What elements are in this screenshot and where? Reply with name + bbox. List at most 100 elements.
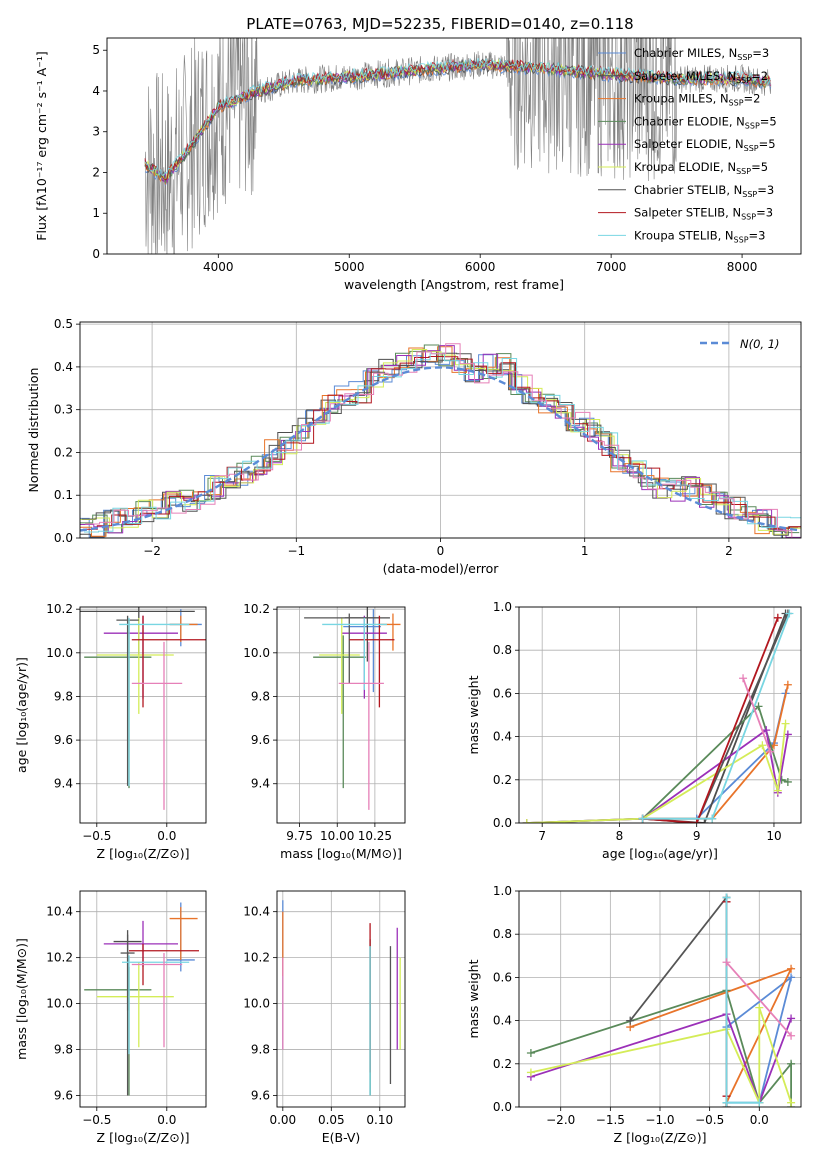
x-axis-label: Z [log₁₀(Z/Z⊙)] — [614, 1130, 707, 1145]
x-tick-label: 6000 — [465, 260, 496, 274]
mass_vs_ebv-panel: 0.00 0.05 0.10 9.6 9.8 10.0 10.2 10.4 E(B-V) — [243, 890, 406, 1145]
plus-marker — [626, 1016, 635, 1025]
legend-label: Kroupa ELODIE, NSSP=5 — [634, 160, 768, 176]
axes-frame — [276, 606, 406, 824]
legend-tail: =3 — [757, 183, 774, 197]
plus-marker — [766, 747, 775, 756]
x-axis-label: (data-model)/error — [383, 561, 500, 576]
plus-marker — [783, 730, 792, 739]
spectrum-panel: 4000 5000 6000 7000 8000 0 1 2 3 4 5 wavelength [An… — [34, 37, 802, 292]
plus-marker — [739, 674, 748, 683]
x-tick-label: 0.10 — [366, 1113, 393, 1127]
x-axis-label: age [log₁₀(age/yr)] — [602, 846, 718, 861]
plus-marker — [526, 1068, 535, 1077]
y-tick-label: 5 — [92, 43, 100, 57]
legend-tail: =2 — [751, 69, 768, 83]
y-tick-label: 10.0 — [243, 646, 270, 660]
plus-marker — [785, 609, 794, 618]
y-tick-label: 9.6 — [251, 733, 270, 747]
axes-frame — [79, 321, 802, 539]
y-tick-label: 0.1 — [54, 488, 73, 502]
plus-marker — [692, 819, 701, 823]
y-tick-label: 0.0 — [54, 531, 73, 545]
plus-marker — [758, 741, 767, 750]
y-tick-label: 1 — [92, 206, 100, 220]
mass-weight-line — [530, 1012, 792, 1106]
legend-tail: =3 — [752, 46, 769, 60]
x-tick-label: −0.5 — [82, 829, 111, 843]
plus-marker — [708, 814, 717, 823]
legend-subscript: SSP — [737, 53, 752, 62]
legend-label: Salpeter ELODIE, NSSP=5 — [634, 137, 776, 153]
axes-frame — [79, 890, 207, 1108]
x-tick-label: −2 — [143, 544, 161, 558]
y-tick-label: 0.8 — [493, 927, 512, 941]
legend-tail: =2 — [744, 92, 761, 106]
y-tick-label: 9.4 — [54, 777, 73, 791]
plus-marker — [787, 973, 796, 982]
panels: 4000 5000 6000 7000 8000 0 1 2 3 4 5 wavelength [An… — [14, 37, 802, 1145]
y-tick-label: 10.0 — [46, 997, 73, 1011]
y-tick-label: 9.8 — [251, 1043, 270, 1057]
y-axis-label: age [log₁₀(age/yr)] — [14, 657, 29, 773]
plus-marker — [787, 1098, 796, 1107]
histogram-step — [81, 352, 801, 536]
y-axis-label: Flux [fλ10⁻¹⁷ erg cm⁻² s⁻¹ A⁻¹] — [34, 51, 49, 240]
x-tick-label: 9.75 — [286, 829, 313, 843]
legend-label: N(0, 1) — [740, 337, 780, 351]
legend-tail: =3 — [749, 228, 766, 242]
massweight_vs_Z-panel: −2.0 −1.5 −1.0 −0.5 0.0 0.0 0.2 0.4 0.6 0.8 1.0 Z [… — [466, 884, 802, 1145]
x-tick-label: 0.05 — [318, 1113, 345, 1127]
plus-marker — [722, 1098, 731, 1107]
mass-weight-line — [742, 677, 771, 753]
x-tick-label: 2 — [725, 544, 733, 558]
x-tick-label: 10 — [766, 829, 781, 843]
x-axis-label: wavelength [Angstrom, rest frame] — [344, 277, 564, 292]
y-tick-label: 2 — [92, 165, 100, 179]
plus-marker — [722, 893, 731, 902]
legend-label: Salpeter MILES, NSSP=2 — [634, 69, 768, 85]
x-tick-label: −0.5 — [695, 1113, 724, 1127]
y-tick-label: 10.0 — [46, 646, 73, 660]
plus-marker — [783, 777, 792, 786]
x-axis-label: E(B-V) — [322, 1130, 361, 1145]
x-tick-label: 0.0 — [750, 1113, 769, 1127]
plus-marker — [700, 819, 709, 823]
legend-label: Chabrier MILES, NSSP=3 — [634, 46, 769, 62]
y-tick-label: 0.3 — [54, 403, 73, 417]
y-tick-label: 0.4 — [54, 360, 73, 374]
plus-marker — [638, 814, 647, 823]
x-tick-label: 0.0 — [157, 829, 176, 843]
legend-subscript: SSP — [736, 167, 751, 176]
y-tick-label: 4 — [92, 84, 100, 98]
y-tick-label: 10.4 — [46, 905, 73, 919]
plus-marker — [781, 719, 790, 728]
y-tick-label: 1.0 — [493, 884, 512, 898]
age_vs_mass-panel: 9.75 10.00 10.25 9.4 9.6 9.8 10.0 10.2 mass [log… — [243, 602, 406, 861]
axes-frame — [276, 890, 406, 1108]
y-axis-label: mass weight — [466, 675, 481, 754]
legend-label: Chabrier ELODIE, NSSP=5 — [634, 114, 777, 130]
x-tick-label: 4000 — [203, 260, 234, 274]
y-tick-label: 10.4 — [243, 905, 270, 919]
histogram-step — [85, 343, 801, 538]
legend-tail: =5 — [751, 160, 768, 174]
y-tick-label: 0.4 — [493, 730, 512, 744]
plus-marker — [755, 1098, 764, 1107]
legend-label: Kroupa STELIB, NSSP=3 — [634, 228, 765, 244]
legend-subscript: SSP — [741, 213, 756, 222]
y-tick-label: 10.2 — [46, 602, 73, 616]
axes-frame — [518, 890, 802, 1108]
x-tick-label: 9 — [693, 829, 701, 843]
y-tick-label: 0.4 — [493, 1014, 512, 1028]
massweight_vs_age-panel: 7 8 9 10 0.0 0.2 0.4 0.6 0.8 1.0 age [log₁₀(age/yr… — [466, 600, 802, 861]
y-tick-label: 9.8 — [251, 689, 270, 703]
figure-title: PLATE=0763, MJD=52235, FIBERID=0140, z=0… — [246, 15, 633, 33]
y-axis-label: Normed distribution — [26, 368, 41, 493]
y-tick-label: 0.0 — [493, 816, 512, 830]
y-tick-label: 10.2 — [243, 602, 270, 616]
y-tick-label: 9.6 — [54, 1089, 73, 1103]
axes-frame — [518, 606, 802, 824]
legend-label: Salpeter STELIB, NSSP=3 — [634, 206, 773, 222]
normal-curve — [80, 366, 801, 532]
